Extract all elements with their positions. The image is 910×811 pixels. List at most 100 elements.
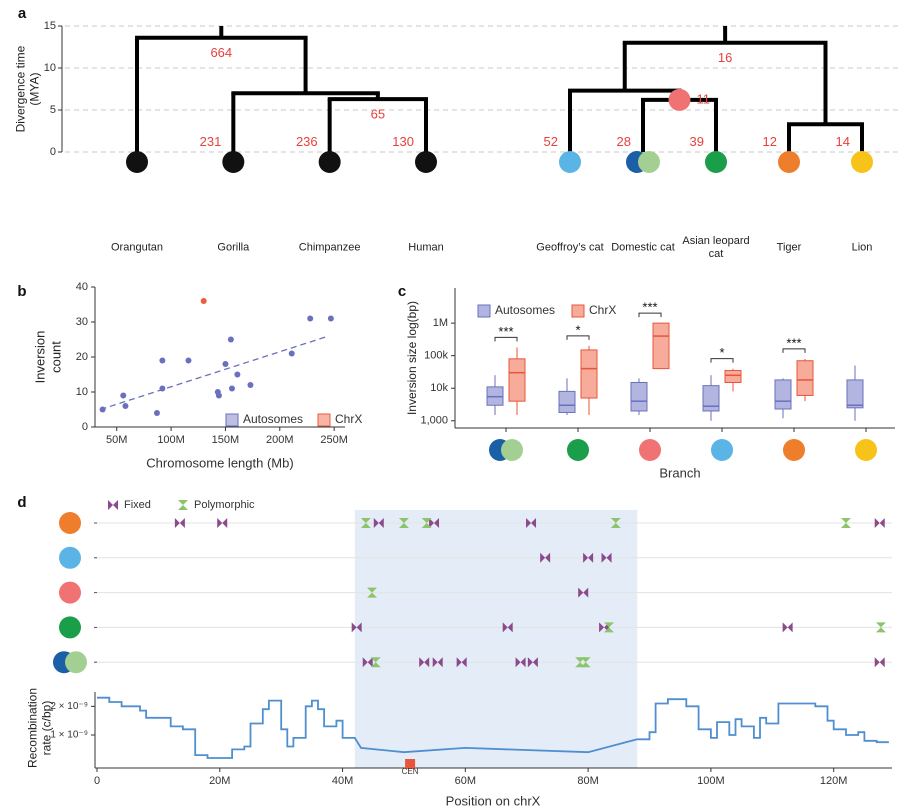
x-tick-label: 250M (320, 434, 348, 446)
box (558, 390, 576, 413)
branch-icon (501, 439, 523, 461)
significance-label: *** (642, 300, 657, 315)
fixed-marker (419, 657, 430, 668)
branch-icon (415, 151, 437, 173)
fixed-marker (601, 552, 612, 563)
x-tick-label: 150M (212, 434, 240, 446)
legend-label: Fixed (124, 499, 151, 511)
x-tick-label: 20M (209, 775, 230, 787)
y-tick-label: 10 (76, 386, 88, 398)
branch-count: 664 (210, 45, 232, 60)
fixed-marker (429, 518, 440, 528)
panel-label: c (398, 283, 406, 300)
box (652, 322, 670, 370)
branch-icon (59, 512, 81, 534)
fixed-marker (174, 518, 185, 528)
fixed-marker (578, 587, 589, 598)
y-tick-label: 30 (76, 316, 88, 328)
polymorphic-marker (370, 657, 381, 668)
fixed-marker (456, 657, 467, 668)
branch-icon (567, 439, 589, 461)
significance-label: *** (786, 335, 801, 350)
polymorphic-marker (840, 518, 851, 528)
box (774, 379, 792, 410)
significance-label: * (575, 322, 580, 337)
fixed-marker (515, 657, 526, 668)
polymorphic-marker (580, 657, 591, 668)
polymorphic-marker (575, 657, 586, 668)
significance-bracket (782, 348, 806, 353)
legend-label: Polymorphic (194, 499, 255, 511)
fixed-marker (108, 500, 118, 510)
branch-icon (65, 651, 87, 674)
y-tick-label: 100k (424, 350, 448, 362)
box (846, 379, 864, 409)
legend-label: Autosomes (243, 412, 303, 426)
significance-bracket (638, 312, 662, 318)
y-tick-label: 10 (44, 62, 56, 74)
panel-label: b (17, 283, 26, 300)
branch-icon (851, 151, 873, 173)
point (99, 406, 106, 413)
node-marker (668, 88, 691, 111)
fixed-marker (432, 657, 443, 668)
branch-count: 39 (690, 134, 704, 149)
branch-icon (638, 151, 660, 173)
y-tick-label: 40 (76, 281, 88, 293)
y-tick-label: 15 (44, 20, 56, 32)
branch-count: 11 (697, 91, 711, 106)
y-tick-label: 1 × 10⁻⁹ (50, 730, 88, 741)
branch-icon (59, 546, 81, 569)
recombination-line (97, 696, 889, 759)
fixed-marker (540, 552, 551, 563)
x-tick-label: 40M (332, 775, 353, 787)
centromere-marker (405, 759, 416, 769)
y-tick-label: 10k (430, 382, 448, 394)
legend-swatch (317, 413, 331, 427)
branch-count: 16 (718, 50, 732, 65)
point (227, 336, 234, 343)
y-tick-label: 0 (82, 421, 88, 433)
box (580, 349, 598, 399)
fixed-marker (373, 518, 384, 528)
fixed-marker (874, 518, 885, 528)
point (159, 357, 166, 364)
fixed-marker (351, 622, 362, 633)
x-tick-label: 200M (266, 434, 294, 446)
branch-icon (711, 439, 733, 461)
branch-count: 28 (617, 134, 631, 149)
y-tick-label: 20 (76, 351, 88, 363)
point (153, 410, 160, 416)
polymorphic-marker (360, 518, 371, 528)
point (215, 392, 222, 399)
box (724, 370, 742, 383)
branch-icon (559, 151, 581, 173)
point (307, 315, 314, 322)
box (702, 385, 720, 412)
y-tick-label: 0 (50, 146, 56, 158)
fixed-marker (874, 657, 885, 668)
polymorphic-marker (367, 587, 378, 598)
x-tick-label: 60M (455, 775, 476, 787)
y-tick-label: 1M (433, 317, 448, 329)
panel-label: d (17, 494, 26, 511)
legend-label: ChrX (589, 303, 616, 317)
branch-icon (783, 439, 805, 461)
fixed-marker (502, 622, 513, 633)
x-tick-label: 50M (106, 434, 127, 446)
y-tick-label: 5 (50, 104, 56, 116)
point (288, 350, 295, 357)
point (228, 385, 235, 392)
x-tick-label: 100M (697, 775, 725, 787)
fixed-marker (583, 552, 594, 563)
point (234, 371, 241, 378)
point (327, 315, 334, 322)
point (200, 298, 207, 304)
significance-bracket (710, 358, 734, 363)
legend-swatch (225, 413, 239, 427)
highlight-region (354, 510, 638, 768)
legend-swatch (571, 304, 585, 318)
polymorphic-marker (421, 518, 432, 528)
